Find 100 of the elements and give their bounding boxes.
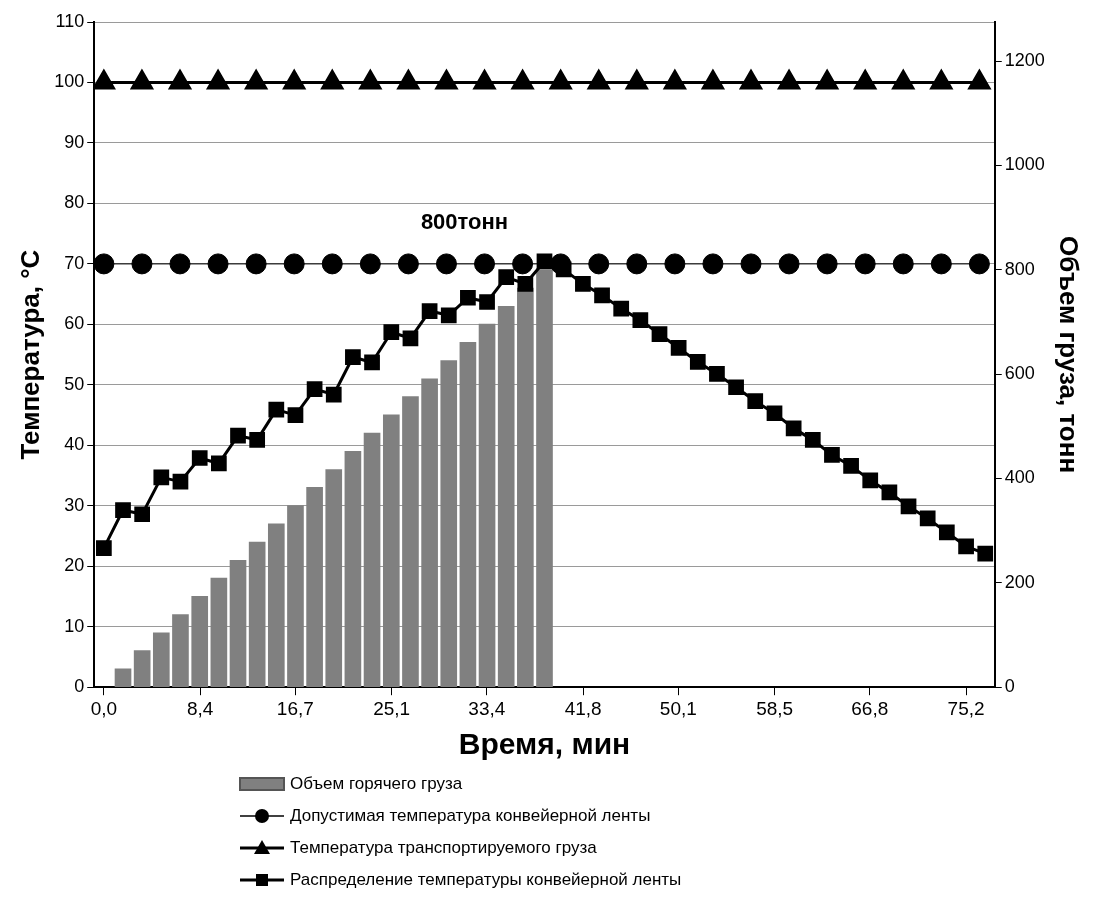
bar [306, 487, 323, 688]
bar [172, 614, 189, 688]
point [930, 69, 953, 90]
point [474, 253, 496, 275]
point [664, 253, 686, 275]
y-tick-label: 90 [64, 131, 85, 152]
point [245, 253, 267, 275]
point [766, 405, 783, 422]
bar [478, 323, 496, 688]
point [207, 69, 230, 90]
point [283, 69, 306, 90]
y2-tick-label: 1000 [1004, 154, 1045, 175]
point [613, 300, 630, 317]
point [938, 524, 955, 541]
point [740, 253, 762, 275]
point [512, 253, 534, 275]
point [421, 303, 438, 319]
x-tick-label: 41,8 [564, 697, 602, 719]
point [663, 69, 686, 90]
y-tick-label: 50 [64, 373, 85, 394]
y-tick-label: 10 [64, 615, 85, 636]
point [854, 69, 877, 90]
point [588, 253, 610, 275]
point [245, 69, 268, 90]
y2-tick-label: 400 [1004, 467, 1035, 488]
point [191, 450, 208, 466]
point [778, 253, 800, 275]
y2-tick-label: 800 [1004, 258, 1035, 279]
bar [363, 432, 381, 688]
y-tick-label: 40 [64, 434, 85, 455]
point [778, 69, 801, 90]
point [172, 473, 189, 490]
point [249, 432, 266, 448]
point [892, 69, 915, 90]
point [843, 458, 859, 474]
y-tick-label: 70 [64, 252, 85, 273]
y-tick-label: 30 [64, 494, 85, 515]
point [977, 545, 994, 562]
x-tick-label: 16,7 [276, 697, 314, 719]
point [325, 386, 342, 403]
point [498, 269, 515, 286]
bar [229, 560, 247, 688]
bar [267, 523, 285, 688]
point [881, 484, 898, 501]
point [479, 294, 495, 310]
point [739, 69, 763, 90]
x-tick-label: 58,5 [756, 697, 794, 719]
point [968, 69, 991, 90]
bar [287, 505, 304, 688]
point [359, 253, 381, 275]
bar [210, 577, 228, 688]
point [900, 498, 917, 515]
point [364, 354, 380, 371]
bar [325, 469, 343, 688]
point [94, 253, 115, 275]
bar [402, 396, 419, 688]
legend-label: Объем горячего груза [290, 774, 463, 794]
point [670, 340, 687, 356]
bar [536, 269, 553, 688]
point [575, 275, 591, 292]
point [397, 253, 419, 275]
bar [133, 650, 151, 688]
point [854, 253, 876, 275]
point [587, 69, 610, 90]
point [785, 420, 802, 437]
point [473, 69, 496, 90]
point [283, 253, 305, 275]
point [549, 69, 572, 90]
point [709, 366, 725, 382]
x-tick-label: 66,8 [851, 697, 889, 719]
point [701, 69, 724, 90]
point [862, 472, 879, 489]
x-tick-label: 8,4 [186, 697, 214, 719]
bar [191, 596, 209, 688]
point [130, 69, 153, 90]
point [96, 540, 112, 556]
point [306, 381, 323, 397]
y-tick-label: 110 [55, 10, 85, 31]
y2-tick-label: 0 [1004, 676, 1015, 697]
point [134, 506, 151, 523]
bar [497, 306, 515, 688]
point [625, 69, 648, 90]
y-tick-label: 80 [64, 192, 85, 213]
point [287, 407, 304, 423]
point [804, 432, 821, 448]
bar [440, 360, 458, 688]
y2-axis-title: Объем груза, тонн [1054, 236, 1085, 474]
y-tick-label: 60 [64, 313, 85, 334]
x-tick-label: 33,4 [468, 697, 506, 719]
x-axis-title: Время, мин [458, 727, 631, 761]
legend-label: Допустимая температура конвейерной ленты [290, 806, 651, 826]
point [321, 69, 344, 90]
point [689, 353, 706, 370]
bar [344, 451, 362, 688]
point [594, 287, 610, 304]
point [94, 69, 115, 90]
point [211, 455, 227, 472]
x-tick-label: 75,2 [947, 697, 985, 719]
point [435, 69, 458, 90]
point [131, 253, 153, 275]
